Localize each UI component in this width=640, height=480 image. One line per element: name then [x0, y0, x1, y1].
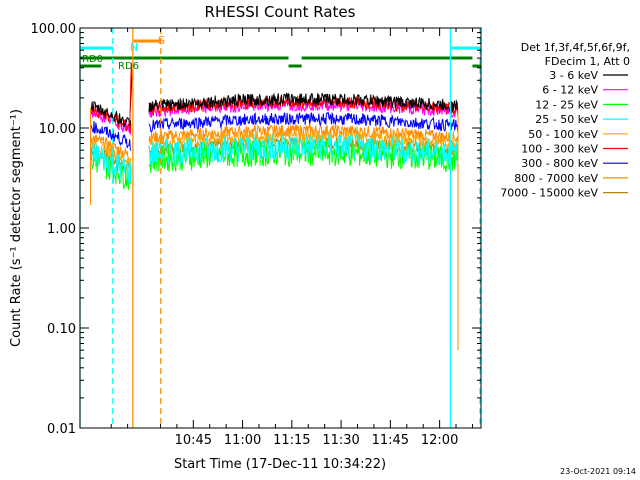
y-axis-ticks: 100.00 10.00 1.00 0.10 0.01 [31, 22, 481, 437]
series-lines [90, 62, 459, 351]
series-line [148, 129, 459, 151]
legend-label: 6 - 12 keV [542, 84, 598, 97]
series-line [148, 123, 459, 144]
series-line [148, 133, 459, 167]
x-tick-label: 11:45 [372, 433, 409, 448]
flag-label-s: S [158, 34, 165, 47]
series-line [90, 147, 132, 191]
series-line [90, 100, 132, 128]
y-tick-label: 0.10 [47, 322, 76, 337]
event-markers [79, 28, 481, 428]
y-tick-label: 100.00 [31, 22, 77, 37]
flag-label-n: N [130, 41, 138, 54]
legend-header-2: FDecim 1, Att 0 [545, 55, 630, 68]
x-axis-ticks: 10:45 11:00 11:15 11:30 11:45 12:00 [110, 28, 473, 448]
legend-label: 25 - 50 keV [535, 113, 598, 126]
x-tick-label: 11:30 [322, 433, 359, 448]
legend-label: 300 - 800 keV [521, 157, 598, 170]
y-tick-label: 0.01 [47, 422, 76, 437]
legend: Det 1f,3f,4f,5f,6f,9f, FDecim 1, Att 0 3… [500, 41, 630, 200]
x-tick-label: 10:45 [175, 433, 212, 448]
x-tick-label: 11:00 [224, 433, 261, 448]
flag-bars [80, 39, 481, 68]
y-tick-label: 1.00 [47, 222, 76, 237]
legend-label: 800 - 7000 keV [514, 172, 598, 185]
series-line [90, 140, 132, 184]
flag-label-rd0: RD0 [82, 54, 103, 65]
legend-label: 7000 - 15000 keV [500, 187, 598, 200]
flag-label-rd6: RD6 [118, 61, 139, 72]
y-tick-label: 10.00 [39, 122, 76, 137]
series-line [148, 111, 459, 133]
legend-label: 3 - 6 keV [549, 69, 598, 82]
series-line [148, 92, 459, 112]
legend-header-1: Det 1f,3f,4f,5f,6f,9f, [521, 41, 630, 54]
y-axis-label: Count Rate (s⁻¹ detector segment⁻¹) [9, 109, 24, 347]
series-line [90, 120, 132, 151]
series-line [90, 105, 132, 133]
legend-label: 50 - 100 keV [528, 128, 598, 141]
legend-label: 12 - 25 keV [535, 98, 598, 111]
chart-title: RHESSI Count Rates [205, 3, 356, 21]
plot-frame [79, 27, 482, 429]
x-axis-label: Start Time (17-Dec-11 10:34:22) [174, 457, 386, 472]
x-tick-label: 11:15 [273, 433, 310, 448]
legend-label: 100 - 300 keV [521, 143, 598, 156]
spike-line [129, 62, 133, 133]
x-tick-label: 12:00 [421, 433, 458, 448]
footer-date: 23-Oct-2021 09:14 [560, 467, 636, 476]
